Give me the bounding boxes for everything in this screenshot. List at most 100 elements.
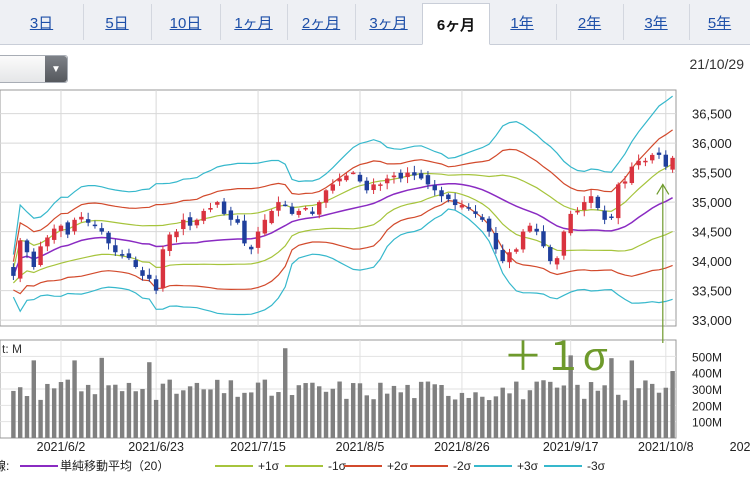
price-tick-label: 35,500 [692, 166, 732, 181]
candle-body [194, 219, 200, 226]
candle-body [548, 247, 553, 262]
volume-bar [201, 389, 206, 438]
volume-bar [262, 379, 268, 438]
candle-body [602, 210, 607, 220]
candle-body [249, 246, 254, 250]
volume-bar [493, 396, 499, 438]
candle-body [228, 210, 234, 220]
date-tick-label: 2021/9/17 [543, 440, 599, 454]
tab-1y[interactable]: 1年 [488, 4, 557, 40]
legend-label: -1σ [328, 459, 347, 473]
candle-body [58, 225, 64, 231]
volume-bar [520, 399, 526, 438]
tab-10d[interactable]: 10日 [151, 4, 221, 40]
volume-bar [663, 387, 669, 438]
volume-bar [174, 393, 179, 438]
volume-bar [670, 371, 675, 438]
volume-bar [405, 384, 410, 438]
candle-body [670, 157, 675, 170]
candle-body [38, 246, 43, 266]
volume-bar [595, 390, 601, 438]
chart-legend: 線: 単純移動平均（20） +1σ -1σ +2σ -2σ +3σ -3σ [0, 458, 606, 473]
volume-bar [85, 384, 91, 438]
volume-bar [561, 385, 567, 438]
candle-body [405, 172, 410, 178]
tab-1m[interactable]: 1ヶ月 [220, 4, 288, 40]
tab-5y[interactable]: 5年 [707, 14, 732, 32]
tab-3d[interactable]: 3日 [0, 4, 84, 40]
volume-bar [31, 360, 36, 438]
candle-body [378, 184, 383, 186]
candle-body [201, 210, 206, 221]
chart-axes: 36,500 36,000 35,500 35,000 34,500 34,000 33,5… [2, 107, 750, 454]
candle-body [439, 190, 444, 197]
volume-bar [323, 391, 329, 438]
tab-2y[interactable]: 2年 [556, 4, 624, 40]
volume-bar [58, 382, 64, 438]
volume-bar [344, 398, 349, 438]
annotation-label: ＋１σ [503, 335, 608, 379]
volume-bar [588, 382, 594, 438]
volume-bar [486, 400, 492, 438]
volume-bar [439, 384, 444, 438]
volume-bar [636, 388, 641, 438]
candle-body [174, 231, 179, 238]
candle-body [459, 205, 465, 208]
volume-bar [283, 348, 288, 438]
volume-bar [11, 390, 16, 438]
date-tick-label: 2021/8/5 [336, 440, 385, 454]
candle-body [113, 245, 118, 253]
volume-bar [391, 385, 397, 438]
tab-2m[interactable]: 2ヶ月 [287, 4, 356, 40]
candle-body [133, 260, 138, 267]
volume-bar [330, 388, 336, 438]
price-tick-label: 33,500 [692, 284, 732, 299]
candle-body [425, 175, 431, 185]
chart-type-dropdown[interactable]: ▼ [0, 55, 68, 83]
volume-bar [296, 385, 302, 438]
plus-3sigma-line [12, 95, 673, 255]
date-tick-label: 2021/10/8 [638, 440, 694, 454]
candle-body [384, 178, 390, 184]
candle-body [126, 253, 132, 259]
volume-bar [215, 379, 220, 438]
candle-body [289, 206, 295, 214]
volume-bar [126, 382, 132, 438]
candle-body [636, 160, 641, 166]
volume-bar [507, 393, 512, 438]
tab-5d[interactable]: 5日 [83, 4, 152, 40]
volume-bar [568, 355, 573, 438]
volume-bar [208, 389, 213, 438]
candle-body [167, 234, 172, 251]
volume-bar [459, 392, 465, 438]
volume-bar [92, 394, 98, 438]
minus-2sigma-line [13, 199, 673, 295]
volume-bar [38, 399, 43, 438]
volume-bar [119, 391, 125, 438]
volume-bar [656, 392, 662, 438]
date-tick-label: 2021/6/23 [128, 440, 184, 454]
volume-bar [432, 384, 437, 438]
candle-body [99, 228, 104, 232]
volume-bar [106, 385, 111, 438]
volume-bar [45, 383, 50, 438]
candle-body [609, 216, 614, 219]
candle-body [534, 228, 539, 232]
sigma-annotation: ＋１σ [503, 183, 670, 379]
candle-body [221, 201, 227, 214]
candle-body [262, 219, 268, 234]
candle-body [269, 210, 274, 224]
volume-tick-label: 200M [692, 399, 722, 413]
candle-body [119, 254, 125, 256]
candle-body [357, 174, 363, 182]
volume-bar [643, 380, 648, 438]
chevron-down-icon[interactable]: ▼ [45, 56, 67, 82]
tab-3y[interactable]: 3年 [623, 4, 690, 40]
tab-6m[interactable]: 6ヶ月 [422, 3, 490, 45]
volume-bar [582, 398, 587, 438]
volume-bar [194, 382, 200, 438]
price-tick-label: 33,000 [692, 313, 732, 328]
legend-label: +1σ [258, 459, 280, 473]
volume-unit-label: t: M [2, 342, 22, 356]
